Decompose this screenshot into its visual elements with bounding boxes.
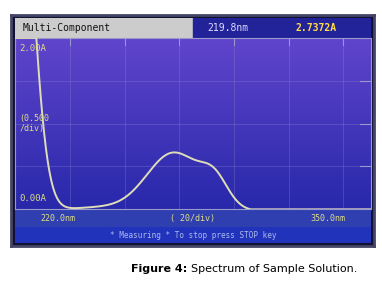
Text: ( 20/div): ( 20/div) [170,214,215,223]
Text: 219.8nm: 219.8nm [207,23,248,33]
Text: * Measuring * To stop press STOP key: * Measuring * To stop press STOP key [110,231,276,240]
Bar [193,18,371,38]
Text: Spectrum of Sample Solution.: Spectrum of Sample Solution. [191,264,358,274]
Text: Multi-Component: Multi-Component [23,23,110,33]
Text: (0.500
/div): (0.500 /div) [19,114,49,133]
Text: 0.00A: 0.00A [19,194,46,203]
Text: Figure 4:: Figure 4: [131,264,191,274]
Bar [15,18,193,38]
Text: 350.0nm: 350.0nm [311,214,345,223]
Text: 2.7372A: 2.7372A [296,23,337,33]
Text: 2.00A: 2.00A [19,44,46,53]
Text: 220.0nm: 220.0nm [40,214,75,223]
